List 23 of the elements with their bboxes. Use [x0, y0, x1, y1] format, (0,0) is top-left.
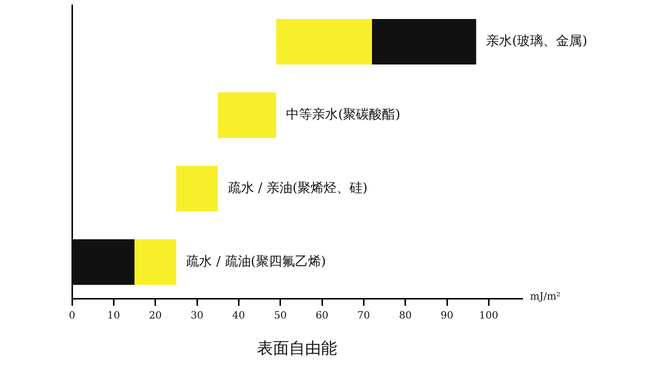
x-tick-label: 60 — [316, 310, 328, 322]
x-tick-label: 10 — [107, 310, 120, 322]
x-tick-label: 20 — [148, 310, 162, 322]
bar — [218, 92, 276, 138]
y-tick-label: 中等亲水(聚碳酸酯) — [286, 108, 400, 123]
x-axis-title: 表面自由能 — [257, 338, 337, 358]
x-tick-label: 100 — [479, 310, 498, 322]
bar — [72, 239, 134, 285]
y-tick-label: 亲水(玻璃、金属) — [486, 34, 588, 50]
x-tick-label: 30 — [190, 310, 204, 322]
bar — [176, 166, 218, 212]
y-tick-label: 疏水 / 疏油(聚四氟乙烯) — [186, 254, 326, 270]
x-tick-label: 40 — [232, 310, 246, 322]
x-tick-label: 70 — [357, 310, 370, 322]
x-tick-label: 50 — [274, 310, 287, 322]
text: mJ/m² — [530, 291, 560, 302]
bar — [134, 239, 176, 285]
y-tick-label: 疏水 / 亲油(聚烯烃、硅) — [228, 181, 368, 196]
x-tick-label: 80 — [398, 310, 412, 322]
bar — [276, 18, 372, 64]
x-tick-label: 90 — [440, 310, 454, 322]
x-tick-label: 0 — [68, 310, 76, 322]
bar — [372, 18, 476, 64]
